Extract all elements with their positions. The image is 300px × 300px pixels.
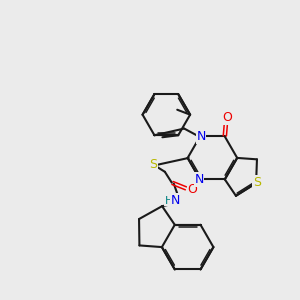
Text: N: N [196,130,206,143]
Text: S: S [149,158,157,171]
Text: S: S [253,176,261,189]
Text: N: N [171,194,180,207]
Text: O: O [188,183,197,196]
Text: O: O [222,111,232,124]
Text: H: H [165,196,173,206]
Text: N: N [194,173,204,186]
